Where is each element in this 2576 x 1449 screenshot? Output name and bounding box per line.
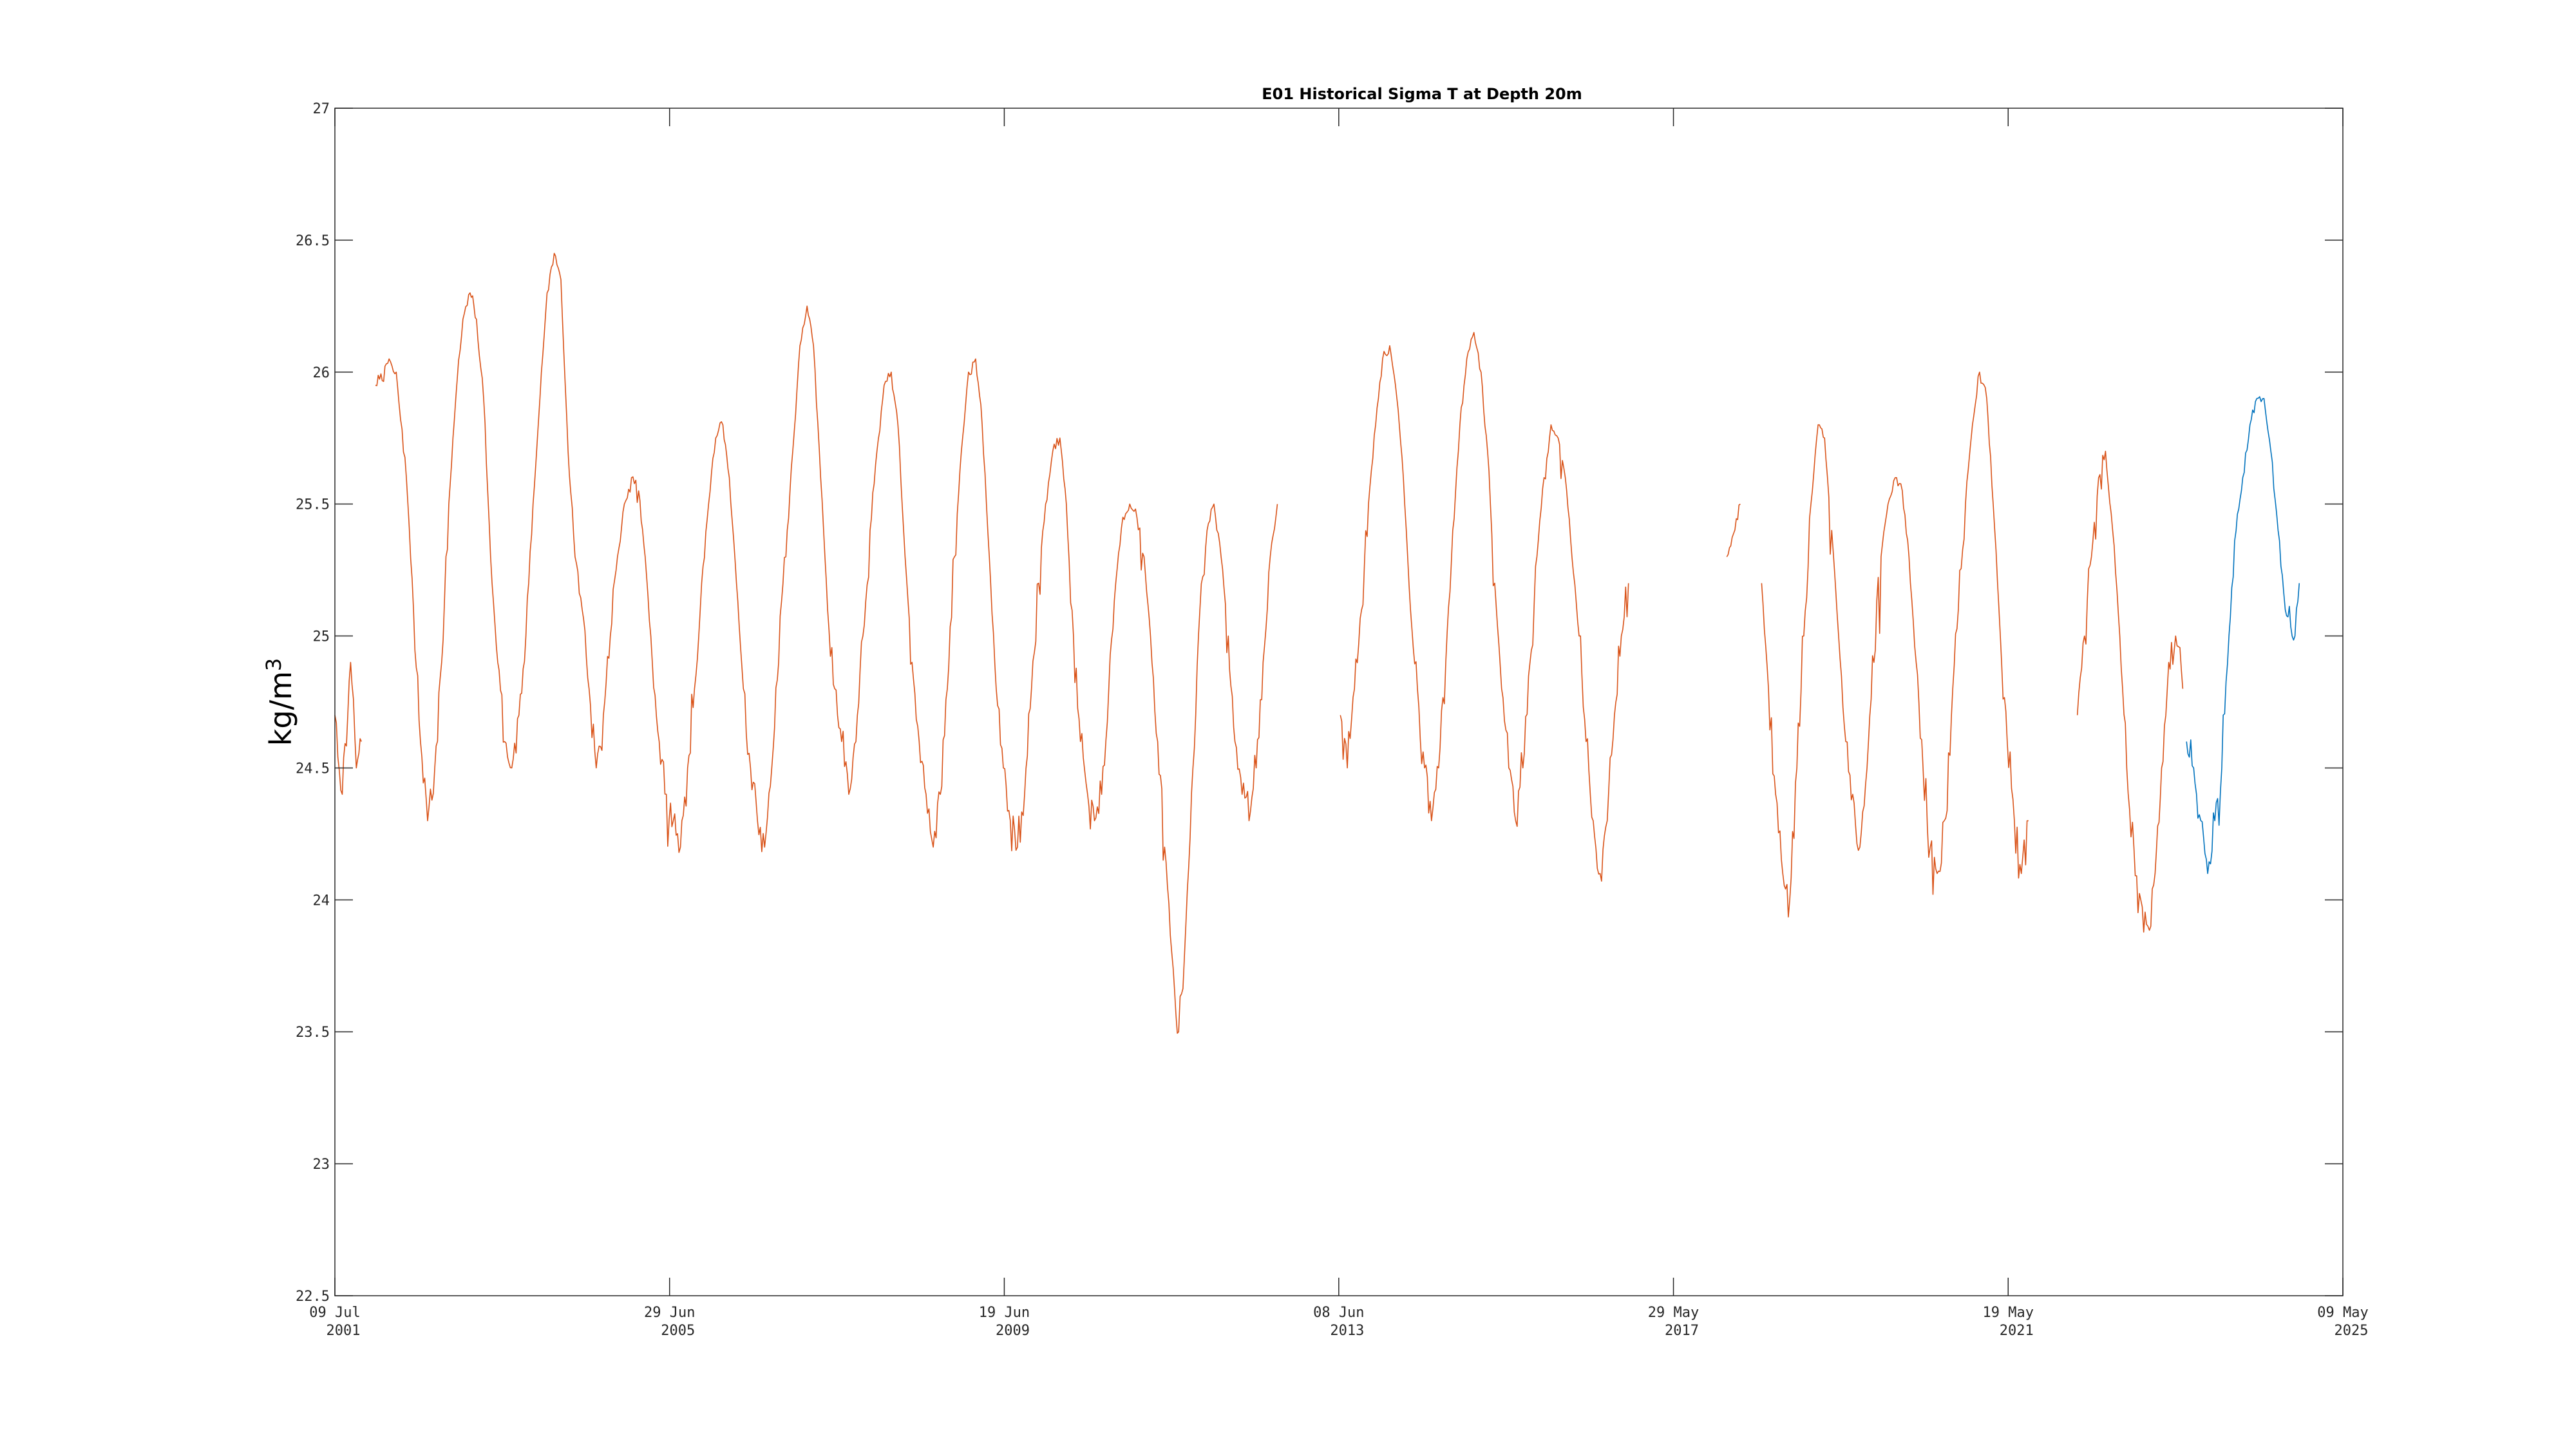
series-1 bbox=[334, 252, 2184, 1034]
x-tick-label-date: 09 May bbox=[2317, 1305, 2368, 1321]
y-axis-label-superscript: 3 bbox=[261, 658, 286, 671]
x-tick-label-date: 29 Jun bbox=[644, 1305, 695, 1321]
x-tick-label-year: 2021 bbox=[2000, 1323, 2034, 1339]
x-tick-label-year: 2009 bbox=[996, 1323, 1030, 1339]
series-1-segment-5 bbox=[1761, 372, 2029, 918]
axes-layer: 22.5 23 23.5 24 24.5 25 25.5 26 26.5 27 09 Jul 2001… bbox=[296, 101, 2369, 1339]
x-tick-label-date: 19 Jun bbox=[979, 1305, 1030, 1321]
x-tick-label-year: 2025 bbox=[2334, 1323, 2369, 1339]
y-tick-label: 25.5 bbox=[296, 497, 330, 513]
x-tick-label-date: 09 Jul bbox=[309, 1305, 360, 1321]
series-1-segment-2 bbox=[375, 252, 1278, 1034]
series-1-segment-3 bbox=[1340, 332, 1629, 882]
x-tick-label-year: 2001 bbox=[327, 1323, 361, 1339]
y-tick-label: 27 bbox=[313, 101, 330, 117]
x-tick-label-year: 2005 bbox=[661, 1323, 695, 1339]
series-1-segment-4 bbox=[1726, 504, 1741, 558]
series-layer bbox=[334, 252, 2300, 1034]
x-tick-label-date: 19 May bbox=[1983, 1305, 2034, 1321]
y-tick-label: 26 bbox=[313, 365, 330, 381]
y-tick-label: 22.5 bbox=[296, 1289, 330, 1305]
x-tick-label-year: 2017 bbox=[1665, 1323, 1699, 1339]
y-axis-label-main: kg/m bbox=[263, 671, 298, 746]
x-tick-label-date: 29 May bbox=[1648, 1305, 1699, 1321]
series-1-segment-6 bbox=[2076, 450, 2184, 933]
x-tick-label-date: 08 Jun bbox=[1313, 1305, 1364, 1321]
y-tick-label: 23 bbox=[313, 1157, 330, 1173]
series-2-segment-1 bbox=[2186, 396, 2300, 875]
chart-title: E01 Historical Sigma T at Depth 20m bbox=[1262, 85, 1582, 103]
y-tick-label: 24.5 bbox=[296, 761, 330, 777]
y-axis-label: kg/m3 bbox=[261, 658, 298, 746]
y-tick-label: 24 bbox=[313, 893, 330, 909]
y-tick-label: 25 bbox=[313, 629, 330, 645]
series-1-segment-1 bbox=[334, 661, 362, 795]
y-tick-label: 26.5 bbox=[296, 233, 330, 249]
x-tick-label-year: 2013 bbox=[1330, 1323, 1364, 1339]
series-2 bbox=[2186, 396, 2300, 875]
y-tick-label: 23.5 bbox=[296, 1025, 330, 1041]
